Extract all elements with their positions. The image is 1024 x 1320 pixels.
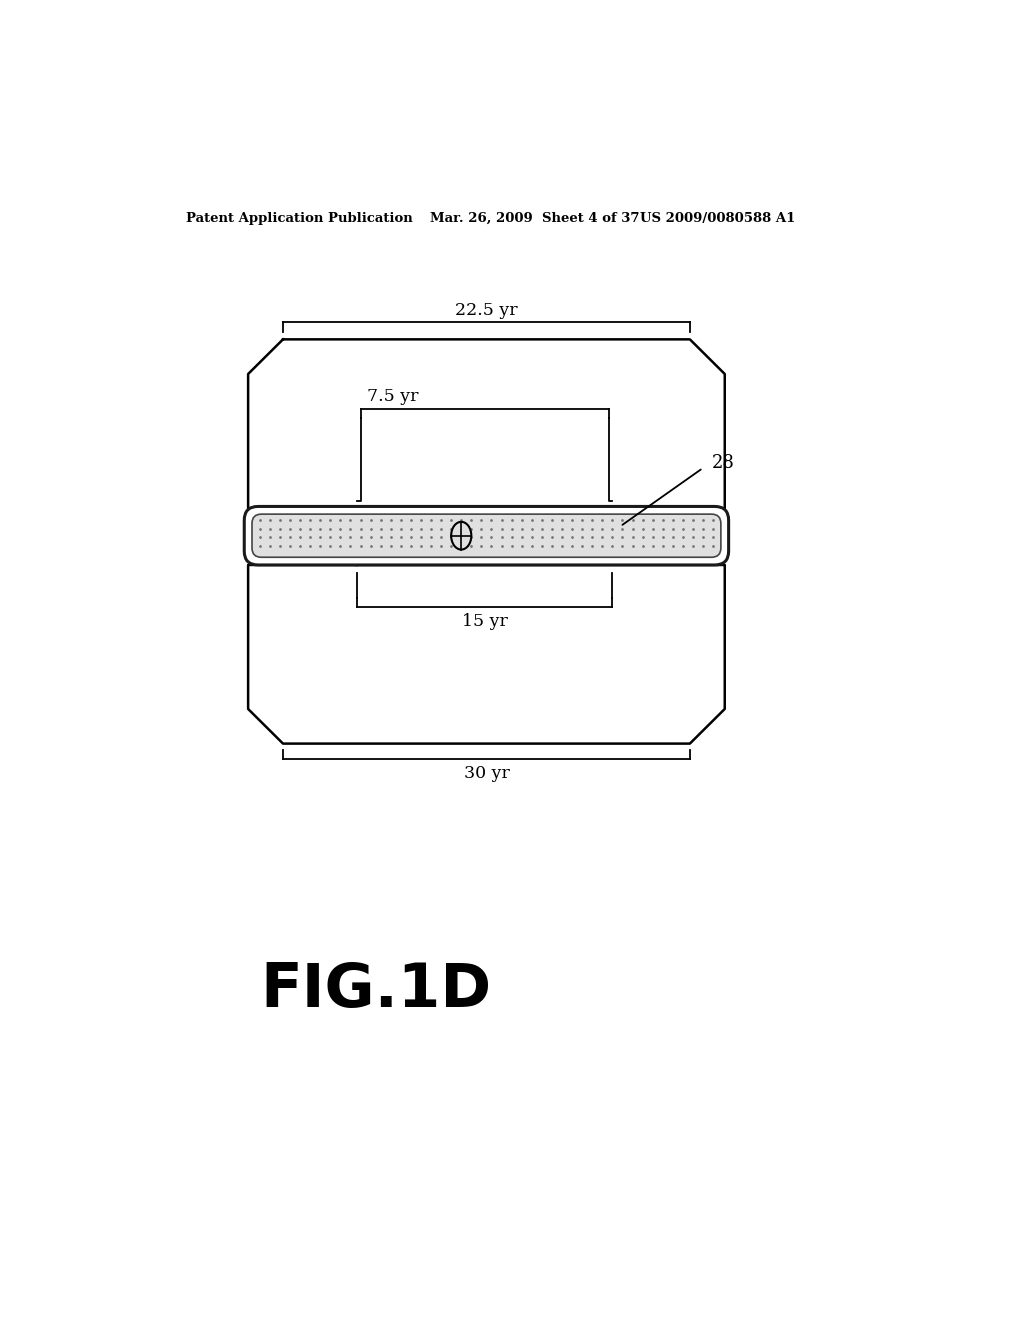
Text: 30 yr: 30 yr xyxy=(464,766,509,783)
Text: US 2009/0080588 A1: US 2009/0080588 A1 xyxy=(640,213,795,224)
Text: Mar. 26, 2009  Sheet 4 of 37: Mar. 26, 2009 Sheet 4 of 37 xyxy=(430,213,640,224)
Text: 28: 28 xyxy=(712,454,734,473)
Text: Patent Application Publication: Patent Application Publication xyxy=(186,213,413,224)
FancyBboxPatch shape xyxy=(245,507,729,565)
FancyBboxPatch shape xyxy=(252,515,721,557)
Text: 15 yr: 15 yr xyxy=(462,614,508,631)
Ellipse shape xyxy=(452,521,471,549)
Text: 22.5 yr: 22.5 yr xyxy=(455,301,518,318)
Text: FIG.1D: FIG.1D xyxy=(260,961,492,1019)
Text: 7.5 yr: 7.5 yr xyxy=(367,388,418,405)
